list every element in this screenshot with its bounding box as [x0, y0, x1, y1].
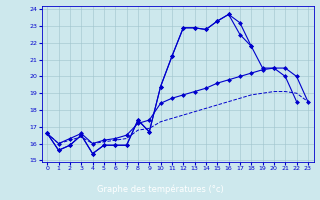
Text: Graphe des températures (°c): Graphe des températures (°c) [97, 185, 223, 194]
